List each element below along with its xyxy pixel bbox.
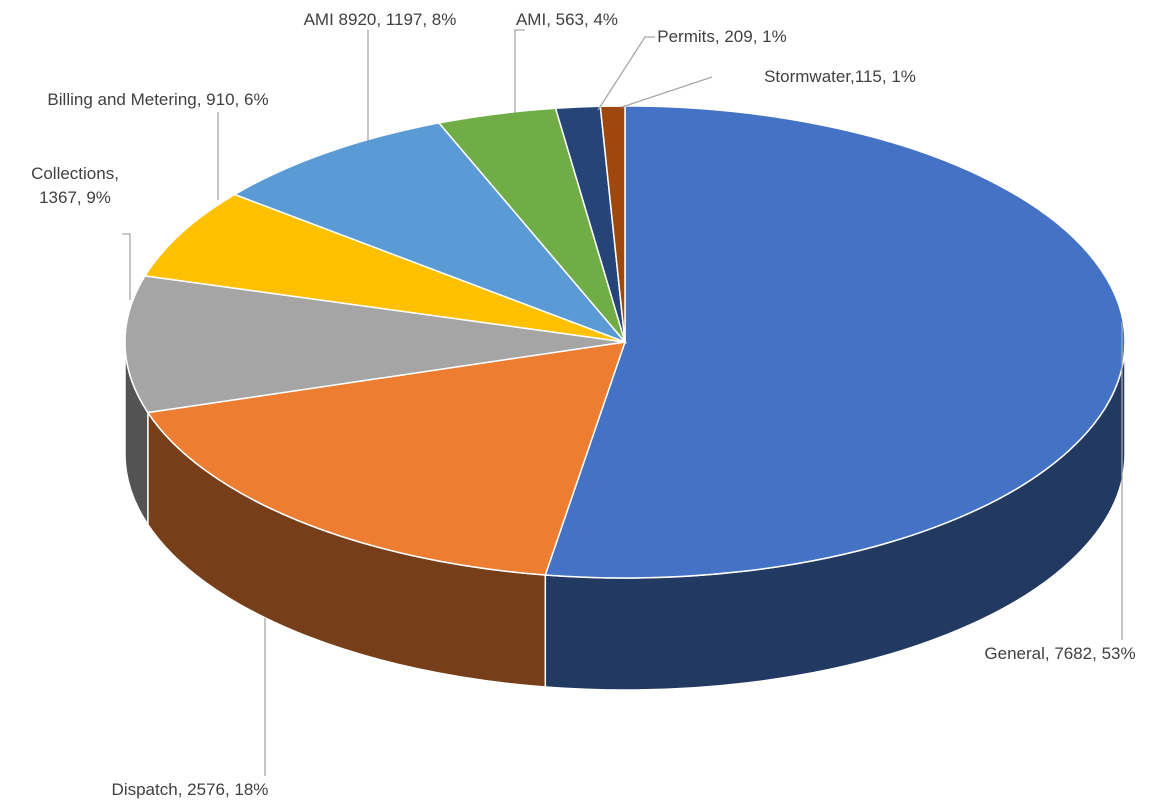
leader-line xyxy=(122,233,131,300)
data-label: Billing and Metering, 910, 6% xyxy=(47,90,269,109)
slice xyxy=(124,275,626,414)
leader-line xyxy=(514,29,525,113)
data-label: General, 7682, 53% xyxy=(984,644,1136,663)
slice xyxy=(143,193,626,343)
slice xyxy=(232,122,628,344)
data-label: Stormwater,115, 1% xyxy=(764,67,916,86)
data-label: Permits, 209, 1% xyxy=(657,27,787,46)
data-label: Collections, 1367, 9% xyxy=(31,164,119,207)
slice xyxy=(146,341,627,576)
slice xyxy=(544,105,1126,579)
data-label: Dispatch, 2576, 18% xyxy=(111,780,269,799)
leader-line xyxy=(621,76,713,108)
data-label: AMI 8920, 1197, 8% xyxy=(303,10,457,29)
leader-line xyxy=(597,36,655,111)
data-label: AMI, 563, 4% xyxy=(515,10,619,29)
